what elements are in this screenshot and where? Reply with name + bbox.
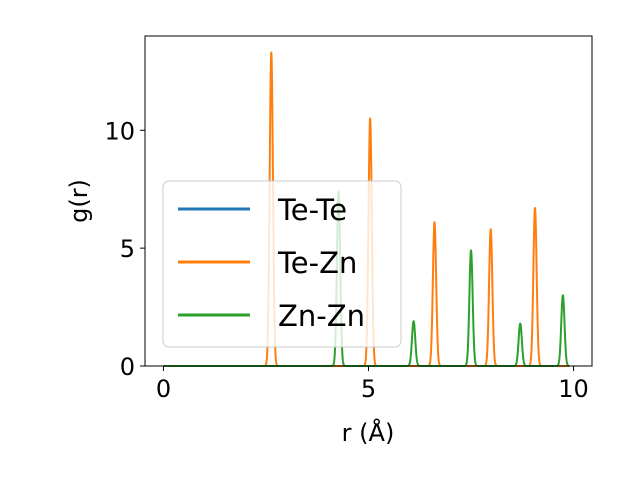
legend: Te-Te Te-Zn Zn-Zn xyxy=(162,180,402,348)
y-tick-label: 5 xyxy=(120,235,135,263)
legend-label-te-te: Te-Te xyxy=(277,193,347,227)
x-tick-label: 10 xyxy=(558,375,589,403)
x-axis-label: r (Å) xyxy=(342,418,395,447)
ticks-layer: 0 5 10 0 5 10 xyxy=(104,117,588,403)
legend-label-zn-zn: Zn-Zn xyxy=(278,299,365,333)
x-tick-label: 5 xyxy=(361,375,376,403)
legend-box xyxy=(162,180,402,348)
legend-label-te-zn: Te-Zn xyxy=(277,246,357,280)
y-tick-label: 10 xyxy=(104,117,135,145)
y-axis-label: g(r) xyxy=(65,179,93,223)
y-tick-label: 0 xyxy=(120,353,135,381)
x-tick-label: 0 xyxy=(156,375,171,403)
